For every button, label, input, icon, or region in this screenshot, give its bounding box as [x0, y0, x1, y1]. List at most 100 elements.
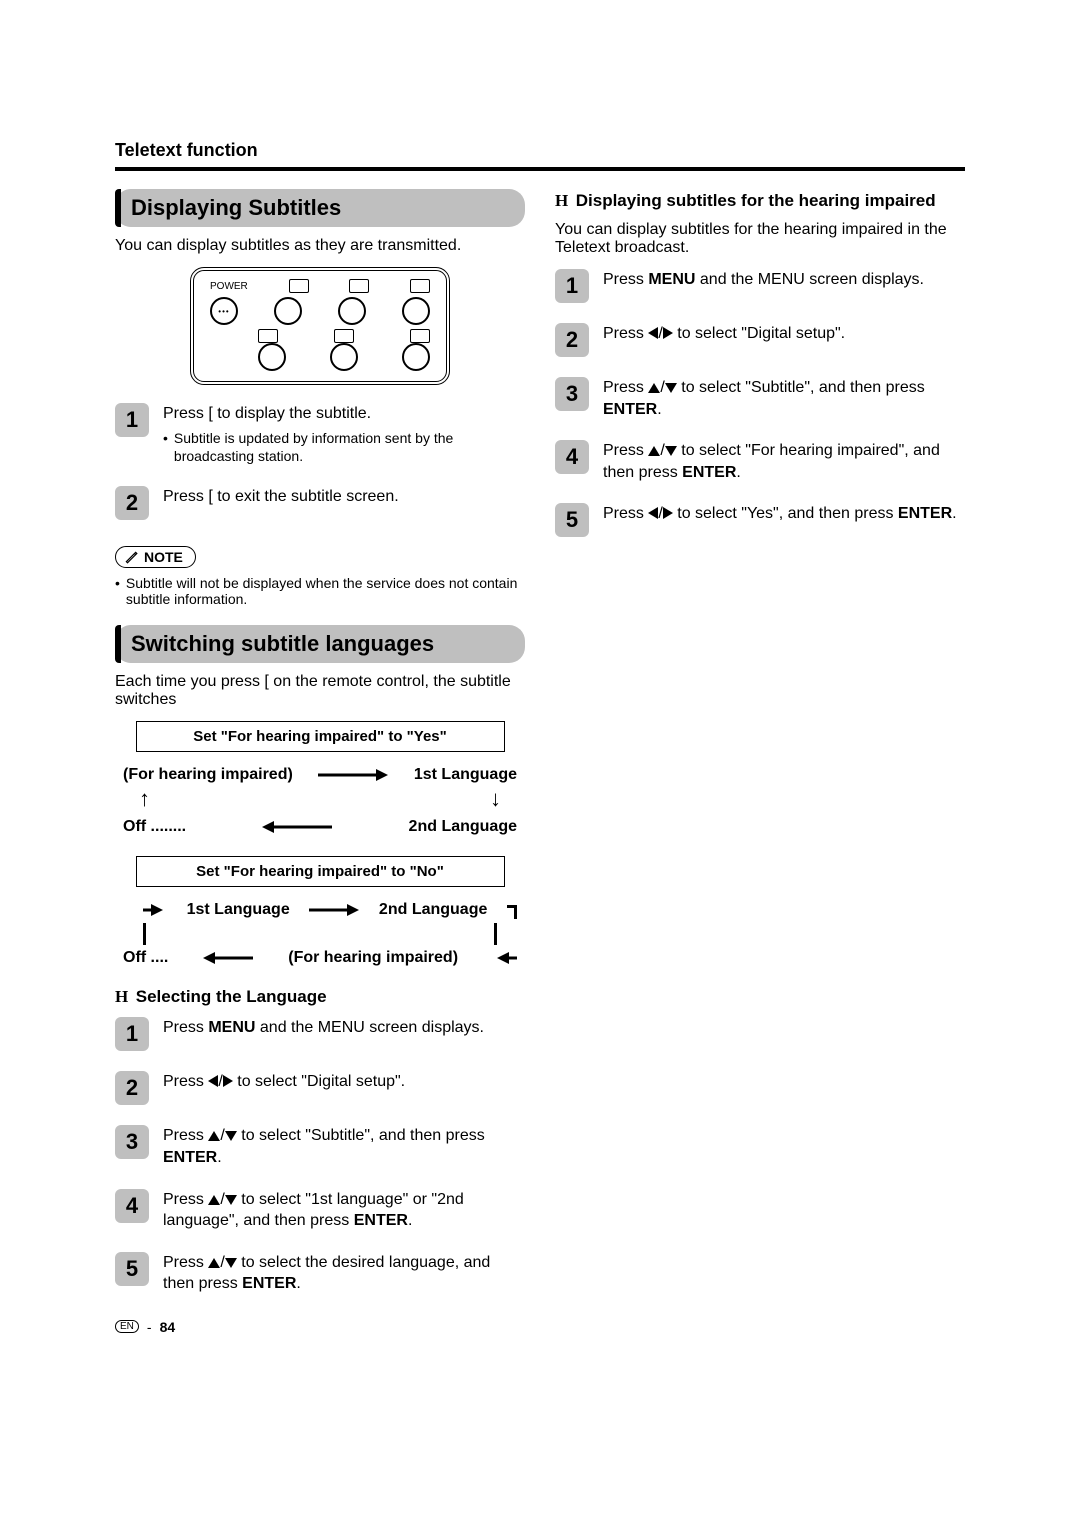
step: 1Press MENU and the MENU screen displays… — [555, 269, 965, 303]
note-label: NOTE — [144, 549, 183, 565]
step-text: Press MENU and the MENU screen displays. — [163, 1017, 484, 1039]
arrow-left-icon — [203, 950, 253, 966]
arrow-down-icon — [665, 383, 677, 393]
step-number: 2 — [555, 323, 589, 357]
remote-button-6 — [402, 343, 430, 371]
step-text: Press / to select "Subtitle", and then p… — [163, 1125, 525, 1168]
step-text: Press / to select "Subtitle", and then p… — [603, 377, 965, 420]
diagram-node: 2nd Language — [379, 901, 487, 919]
subtitle-cycle-diagram: Set "For hearing impaired" to "Yes" (For… — [115, 721, 525, 967]
step-number: 4 — [555, 440, 589, 474]
manual-page: Teletext function Displaying Subtitles Y… — [0, 0, 1080, 1375]
note-body: Subtitle will not be displayed when the … — [126, 575, 525, 607]
arrow-left-icon — [648, 327, 658, 339]
remote-illustration: POWER — [115, 267, 525, 385]
step: 1 Press [ to display the subtitle. Subti… — [115, 403, 525, 466]
power-button-icon — [210, 297, 238, 325]
note-badge: NOTE — [115, 546, 196, 568]
step-text: Press [ to exit the subtitle screen. — [163, 488, 399, 505]
step: 2 Press / to select "Digital setup". — [555, 323, 965, 357]
heading-displaying-subtitles: Displaying Subtitles — [115, 189, 525, 227]
arrow-up-icon — [648, 383, 660, 393]
arrow-right-icon — [663, 327, 673, 339]
step: 5 Press / to select "Yes", and then press… — [555, 503, 965, 537]
step-number: 5 — [115, 1252, 149, 1286]
footer-lang-badge: EN — [115, 1320, 139, 1333]
step: 4 Press / to select "For hearing impaired… — [555, 440, 965, 483]
right-column: H Displaying subtitles for the hearing i… — [555, 189, 965, 1315]
step: 1 Press MENU and the MENU screen displays… — [115, 1017, 525, 1051]
diagram-node: Off .... — [123, 949, 168, 967]
step-text: Press / to select "Yes", and then press … — [603, 503, 957, 525]
diagram-node: 1st Language — [414, 766, 517, 784]
step-text: Press / to select "For hearing impaired"… — [603, 440, 965, 483]
arrow-down-icon — [225, 1258, 237, 1268]
steps-select-language: 1 Press MENU and the MENU screen displays… — [115, 1017, 525, 1295]
arrow-up-icon — [208, 1258, 220, 1268]
arrow-right-icon — [223, 1075, 233, 1087]
footer-sep: - — [147, 1319, 152, 1335]
subheading-marker-icon: H — [115, 987, 131, 1007]
step-number: 1 — [115, 403, 149, 437]
arrow-right-icon — [318, 767, 388, 783]
diagram-node: (For hearing impaired) — [288, 949, 458, 967]
page-footer: EN - 84 — [115, 1319, 175, 1335]
step: 2 Press [ to exit the subtitle screen. — [115, 486, 525, 520]
steps-hearing-impaired: 1Press MENU and the MENU screen displays… — [555, 269, 965, 537]
step: 5 Press / to select the desired language,… — [115, 1252, 525, 1295]
arrow-down-icon — [225, 1131, 237, 1141]
lead-text-2: Each time you press [ on the remote cont… — [115, 673, 525, 709]
screen-icon — [410, 279, 430, 293]
arrow-right-icon — [309, 902, 359, 918]
arrow-up-icon — [208, 1131, 220, 1141]
teletext-page-icon — [289, 279, 309, 293]
lead-text: You can display subtitles as they are tr… — [115, 237, 525, 255]
diagram-node: Off ........ — [123, 818, 186, 836]
section-label: Teletext function — [115, 140, 965, 161]
step-subtext: Subtitle is updated by information sent … — [174, 429, 525, 467]
step-text: Press / to select "Digital setup". — [603, 323, 845, 345]
step: 3 Press / to select "Subtitle", and then … — [555, 377, 965, 420]
subheading-selecting-language: H Selecting the Language — [115, 987, 525, 1007]
subheading-hearing-impaired: H Displaying subtitles for the hearing i… — [555, 191, 965, 211]
step-number: 3 — [115, 1125, 149, 1159]
arrow-up-icon — [208, 1195, 220, 1205]
arrow-left-icon — [262, 819, 332, 835]
arrow-down-icon: ↓ — [490, 788, 501, 814]
step: 4 Press / to select "1st language" or "2n… — [115, 1189, 525, 1232]
diagram-node: 2nd Language — [409, 818, 517, 836]
diagram-box-yes: Set "For hearing impaired" to "Yes" — [136, 721, 505, 752]
remote-button-4 — [258, 343, 286, 371]
left-column: Displaying Subtitles You can display sub… — [115, 189, 525, 1315]
footer-page-number: 84 — [160, 1319, 176, 1335]
arrow-down-icon — [225, 1195, 237, 1205]
diagram-box-no: Set "For hearing impaired" to "No" — [136, 856, 505, 887]
section-rule — [115, 167, 965, 171]
remote-button-5 — [330, 343, 358, 371]
step-number: 2 — [115, 486, 149, 520]
arrow-up-icon — [648, 446, 660, 456]
subheading-marker-icon: H — [555, 191, 571, 211]
step-number: 1 — [115, 1017, 149, 1051]
step-text: Press [ to display the subtitle. — [163, 405, 371, 422]
diagram-node: (For hearing impaired) — [123, 766, 293, 784]
lead-text-right: You can display subtitles for the hearin… — [555, 221, 965, 257]
step-number: 3 — [555, 377, 589, 411]
remote-icon-c — [410, 329, 430, 343]
step-text: Press / to select "1st language" or "2nd… — [163, 1189, 525, 1232]
power-label: POWER — [210, 281, 248, 292]
arrow-up-icon: ↑ — [139, 788, 150, 814]
step-number: 5 — [555, 503, 589, 537]
arrow-left-icon — [493, 950, 517, 966]
step-number: 4 — [115, 1189, 149, 1223]
step-number: 2 — [115, 1071, 149, 1105]
remote-button-1 — [274, 297, 302, 325]
step: 2Press / to select "Digital setup". — [115, 1071, 525, 1105]
step-text: Press / to select the desired language, … — [163, 1252, 525, 1295]
arrow-left-icon — [208, 1075, 218, 1087]
step-text: Press MENU and the MENU screen displays. — [603, 269, 924, 291]
remote-icon-a — [258, 329, 278, 343]
subtitle-icon — [349, 279, 369, 293]
diagram-node: 1st Language — [187, 901, 290, 919]
remote-button-2 — [338, 297, 366, 325]
